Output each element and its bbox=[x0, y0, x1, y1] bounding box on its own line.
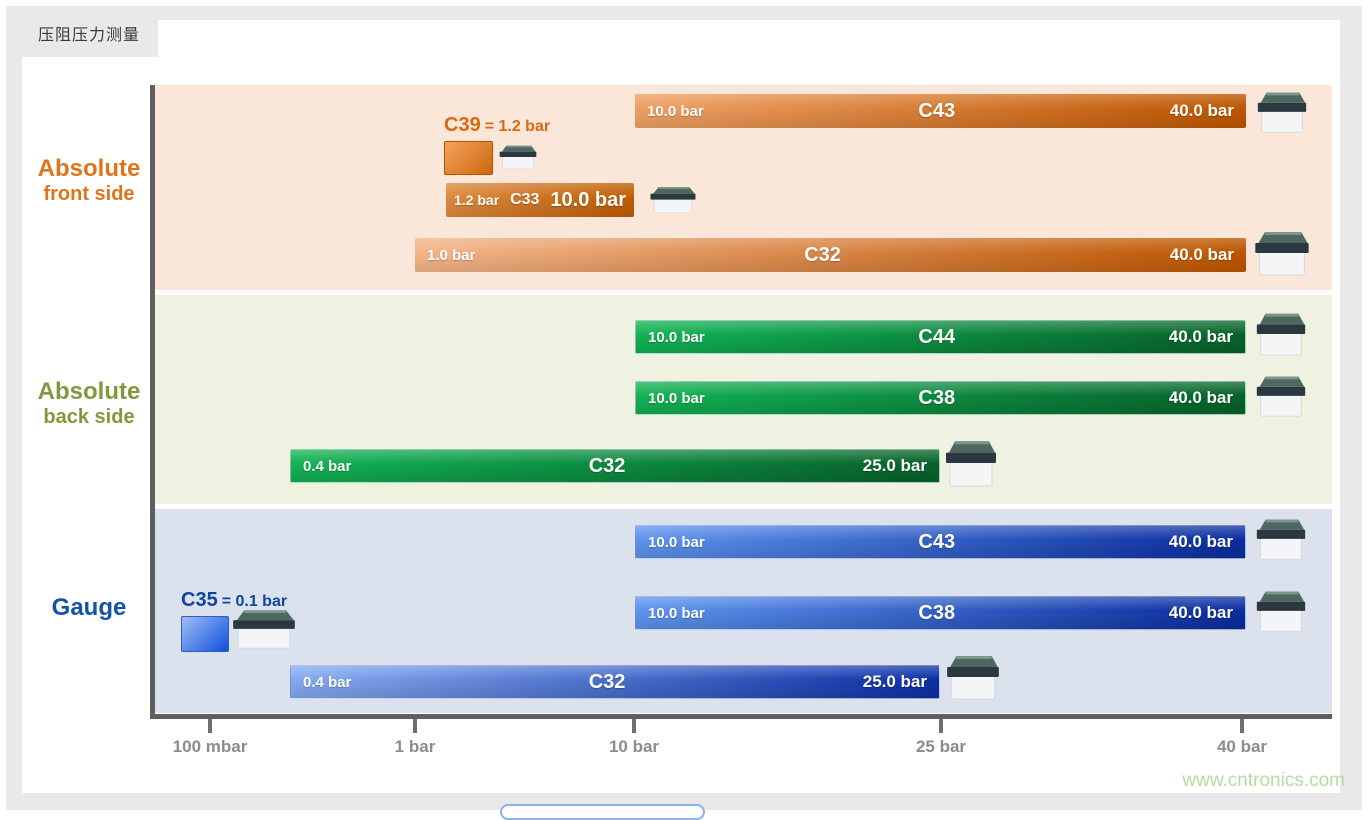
bar-min-value: 10.0 bar bbox=[647, 102, 704, 120]
x-tick-label: 10 bar bbox=[608, 737, 660, 756]
bar-max-value: 40.0 bar bbox=[1169, 245, 1234, 264]
bar-model-label: C43 bbox=[918, 99, 956, 122]
bar-min-value: 10.0 bar bbox=[648, 604, 705, 622]
point-label-c39: C39 = 1.2 bar bbox=[444, 114, 550, 137]
bar-max-value: 40.0 bar bbox=[1168, 532, 1233, 551]
sensor-photo-c38-back bbox=[1252, 372, 1310, 418]
sensor-photo-c33 bbox=[646, 184, 700, 214]
bar-max-value: 40.0 bar bbox=[1168, 327, 1233, 346]
bar-model-label: C32 bbox=[588, 670, 626, 693]
bar-model-label: C38 bbox=[918, 386, 956, 409]
bar-max-value: 40.0 bar bbox=[1169, 101, 1234, 120]
bar-max-value: 25.0 bar bbox=[862, 456, 927, 475]
bar-min-value: 10.0 bar bbox=[648, 328, 705, 346]
bar-min-value: 10.0 bar bbox=[648, 389, 705, 407]
sensor-photo-c32-gauge bbox=[942, 651, 1004, 701]
bar-min-value: 1.2 bar bbox=[454, 192, 500, 208]
bar-max-value: 40.0 bar bbox=[1168, 603, 1233, 622]
sensor-photo-c44 bbox=[1252, 309, 1310, 357]
group-label-line2: back side bbox=[43, 405, 135, 428]
x-tick-1bar bbox=[413, 719, 417, 733]
x-tick-25bar bbox=[939, 719, 943, 733]
range-bar-c44-absolute-back: 10.0 bar C44 40.0 bar bbox=[635, 320, 1246, 354]
group-label-line2: front side bbox=[43, 182, 135, 205]
tab-label: 压阻压力测量 bbox=[38, 26, 141, 44]
bar-model-label: C43 bbox=[918, 530, 956, 553]
x-tick-label: 1 bar bbox=[394, 737, 436, 756]
x-tick-100mbar bbox=[208, 719, 212, 733]
range-bar-c38-gauge: 10.0 bar C38 40.0 bar bbox=[635, 596, 1246, 630]
bar-model-label: C32 bbox=[804, 243, 841, 266]
x-axis-line bbox=[150, 714, 1332, 719]
range-bar-c33-absolute-front: 1.2 bar C33 10.0 bar bbox=[446, 183, 634, 217]
bar-model-label: C44 bbox=[918, 325, 956, 348]
point-model: C35 bbox=[181, 589, 218, 611]
sensor-photo-c43-gauge bbox=[1252, 515, 1310, 561]
range-bar-c32-absolute-front: 1.0 bar C32 40.0 bar bbox=[415, 238, 1246, 272]
group-label-absolute-back: Absolute back side bbox=[14, 378, 164, 429]
point-model: C39 bbox=[444, 114, 481, 136]
sensor-photo-c43-front bbox=[1253, 88, 1311, 134]
group-label-line1: Absolute bbox=[37, 155, 141, 182]
y-axis-line bbox=[150, 85, 155, 718]
bar-max-value: 40.0 bar bbox=[1168, 388, 1233, 407]
point-label-c35: C35 = 0.1 bar bbox=[181, 589, 287, 612]
x-tick-label: 25 bar bbox=[915, 737, 967, 756]
range-bar-c32-absolute-back: 0.4 bar C32 25.0 bar bbox=[290, 449, 940, 483]
bar-model-label: C38 bbox=[918, 601, 956, 624]
group-label-line1: Gauge bbox=[51, 594, 127, 621]
bar-model-label: C33 bbox=[510, 191, 540, 208]
x-tick-label: 40 bar bbox=[1216, 737, 1268, 756]
x-tick-40bar bbox=[1240, 719, 1244, 733]
sensor-photo-c35 bbox=[227, 606, 301, 650]
sensor-photo-c38-gauge bbox=[1252, 587, 1310, 633]
range-bar-c32-gauge: 0.4 bar C32 25.0 bar bbox=[290, 665, 940, 699]
watermark-link: www.cntronics.com bbox=[1182, 770, 1345, 791]
range-bar-c43-gauge: 10.0 bar C43 40.0 bar bbox=[635, 525, 1246, 559]
bar-min-value: 0.4 bar bbox=[303, 673, 352, 691]
point-value: = 0.1 bar bbox=[221, 593, 288, 610]
x-tick-label: 100 mbar bbox=[172, 737, 248, 756]
bar-model-label: C32 bbox=[588, 454, 626, 477]
group-label-gauge: Gauge bbox=[14, 594, 164, 622]
range-bar-c43-absolute-front: 10.0 bar C43 40.0 bar bbox=[635, 94, 1246, 128]
point-value: = 1.2 bar bbox=[484, 118, 551, 135]
sensor-photo-c39 bbox=[496, 143, 540, 170]
range-bar-c38-absolute-back: 10.0 bar C38 40.0 bar bbox=[635, 381, 1246, 415]
group-label-line1: Absolute bbox=[37, 378, 141, 405]
point-marker-c35 bbox=[181, 616, 229, 652]
sensor-photo-c32-front bbox=[1250, 227, 1314, 277]
bar-max-value: 25.0 bar bbox=[862, 672, 927, 691]
bar-min-value: 0.4 bar bbox=[303, 457, 352, 475]
bar-max-value: 10.0 bar bbox=[550, 188, 626, 211]
tab-piezoresistive-pressure[interactable]: 压阻压力测量 bbox=[8, 8, 158, 57]
bottom-partial-button[interactable] bbox=[500, 804, 705, 820]
bar-min-value: 10.0 bar bbox=[648, 533, 705, 551]
x-tick-10bar bbox=[632, 719, 636, 733]
group-label-absolute-front: Absolute front side bbox=[14, 155, 164, 206]
bar-min-value: 1.0 bar bbox=[427, 246, 476, 264]
point-marker-c39 bbox=[444, 141, 493, 175]
sensor-photo-c32-back bbox=[941, 436, 1001, 488]
